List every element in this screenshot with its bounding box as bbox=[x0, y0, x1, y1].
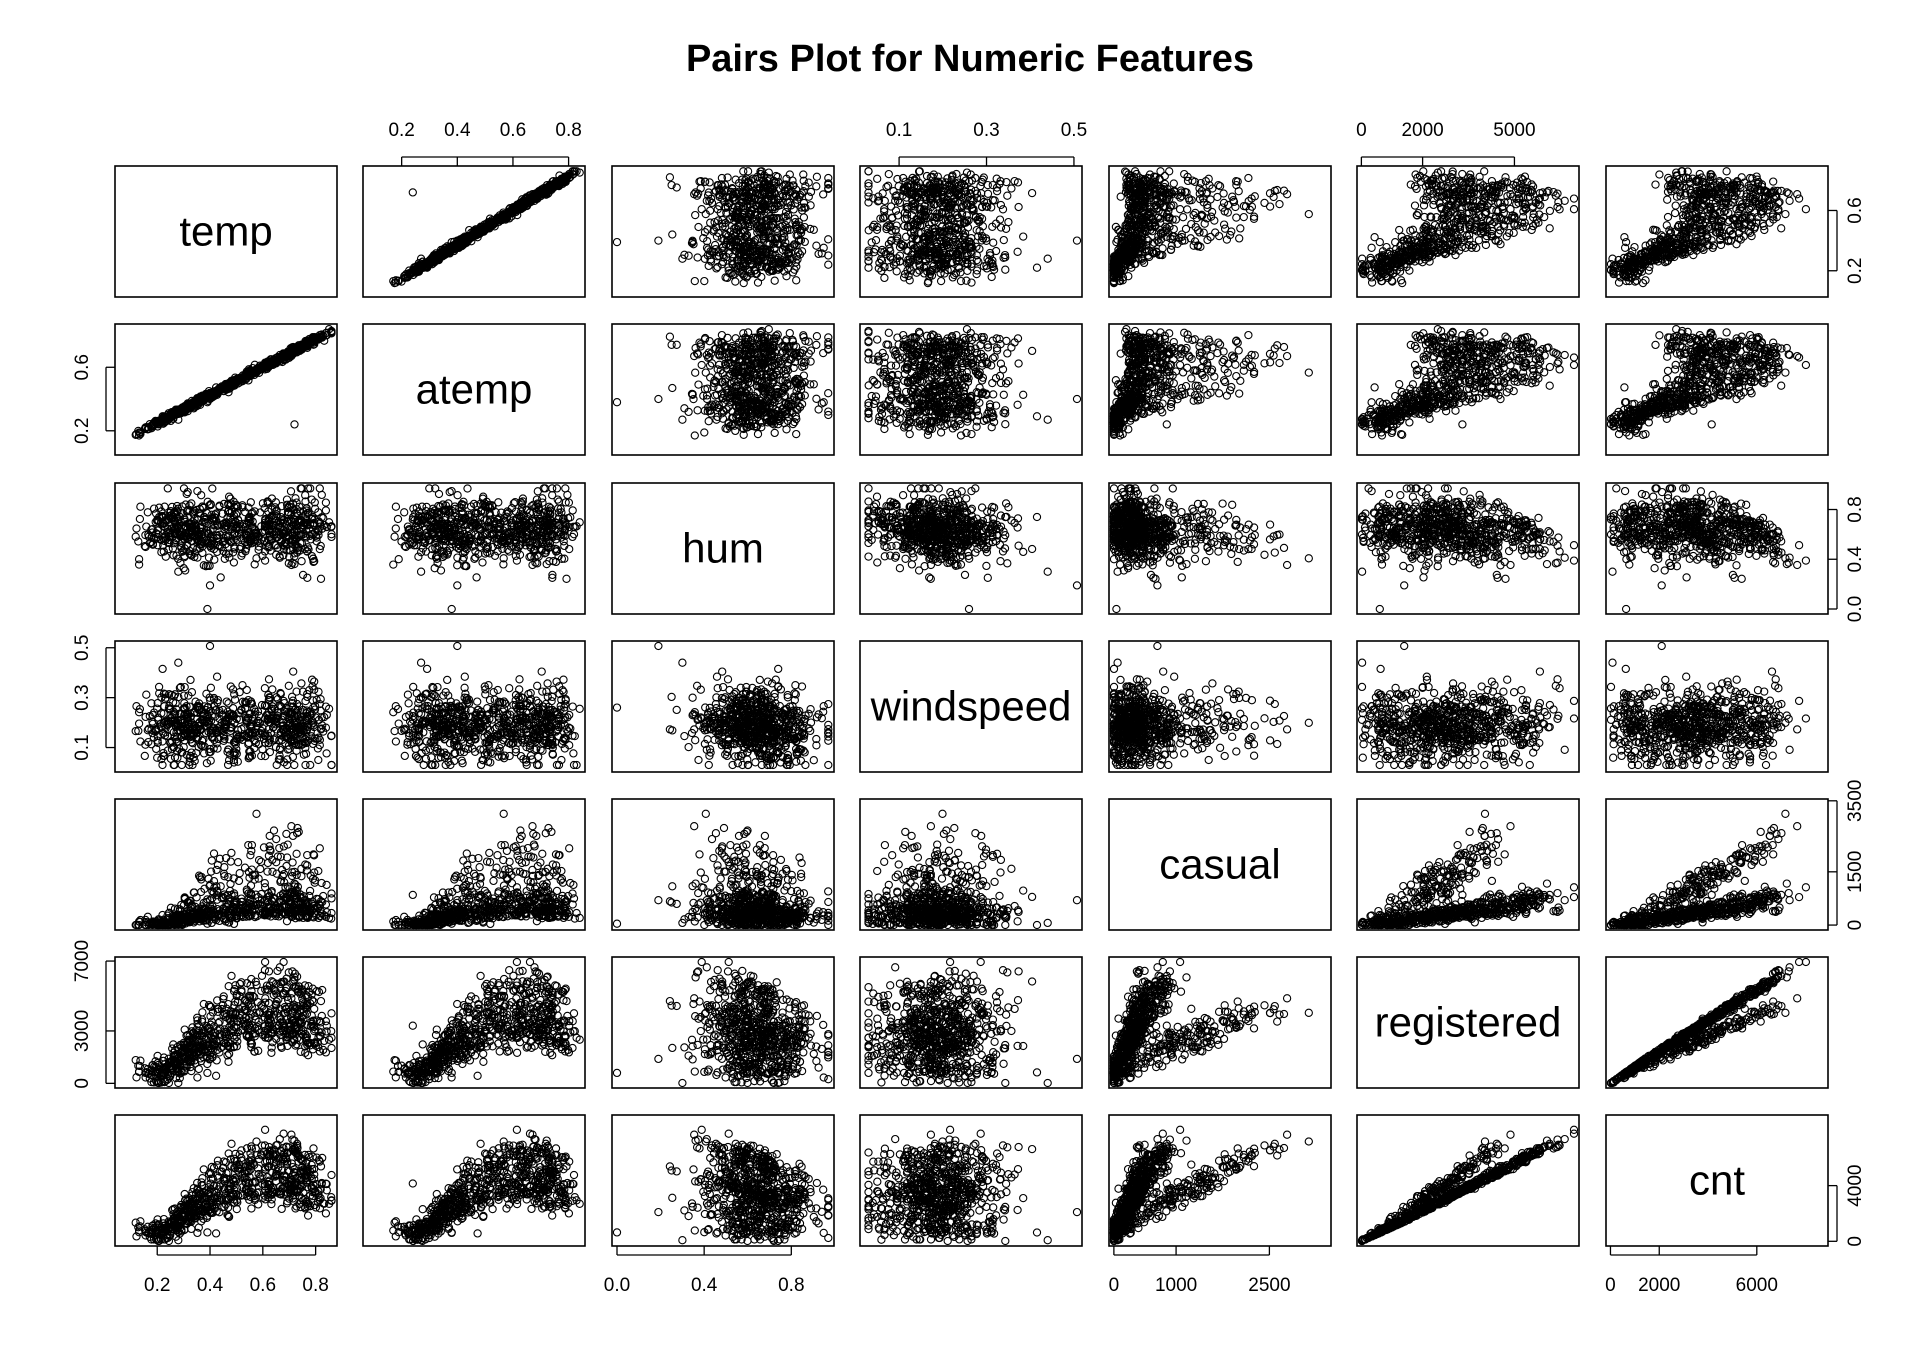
panel-temp-vs-registered bbox=[1357, 166, 1579, 297]
panel-atemp-vs-temp bbox=[115, 324, 337, 455]
panel-temp-vs-hum bbox=[612, 166, 834, 297]
panel-temp-vs-casual bbox=[1109, 166, 1331, 297]
panel-temp-vs-windspeed bbox=[860, 166, 1082, 297]
panel-temp-vs-temp: temp bbox=[115, 166, 337, 297]
diagonal-label-temp: temp bbox=[179, 208, 272, 255]
panel-temp-vs-atemp bbox=[363, 166, 585, 297]
chart-title: Pairs Plot for Numeric Features bbox=[686, 38, 1254, 80]
panel-temp-vs-cnt bbox=[1606, 166, 1828, 297]
